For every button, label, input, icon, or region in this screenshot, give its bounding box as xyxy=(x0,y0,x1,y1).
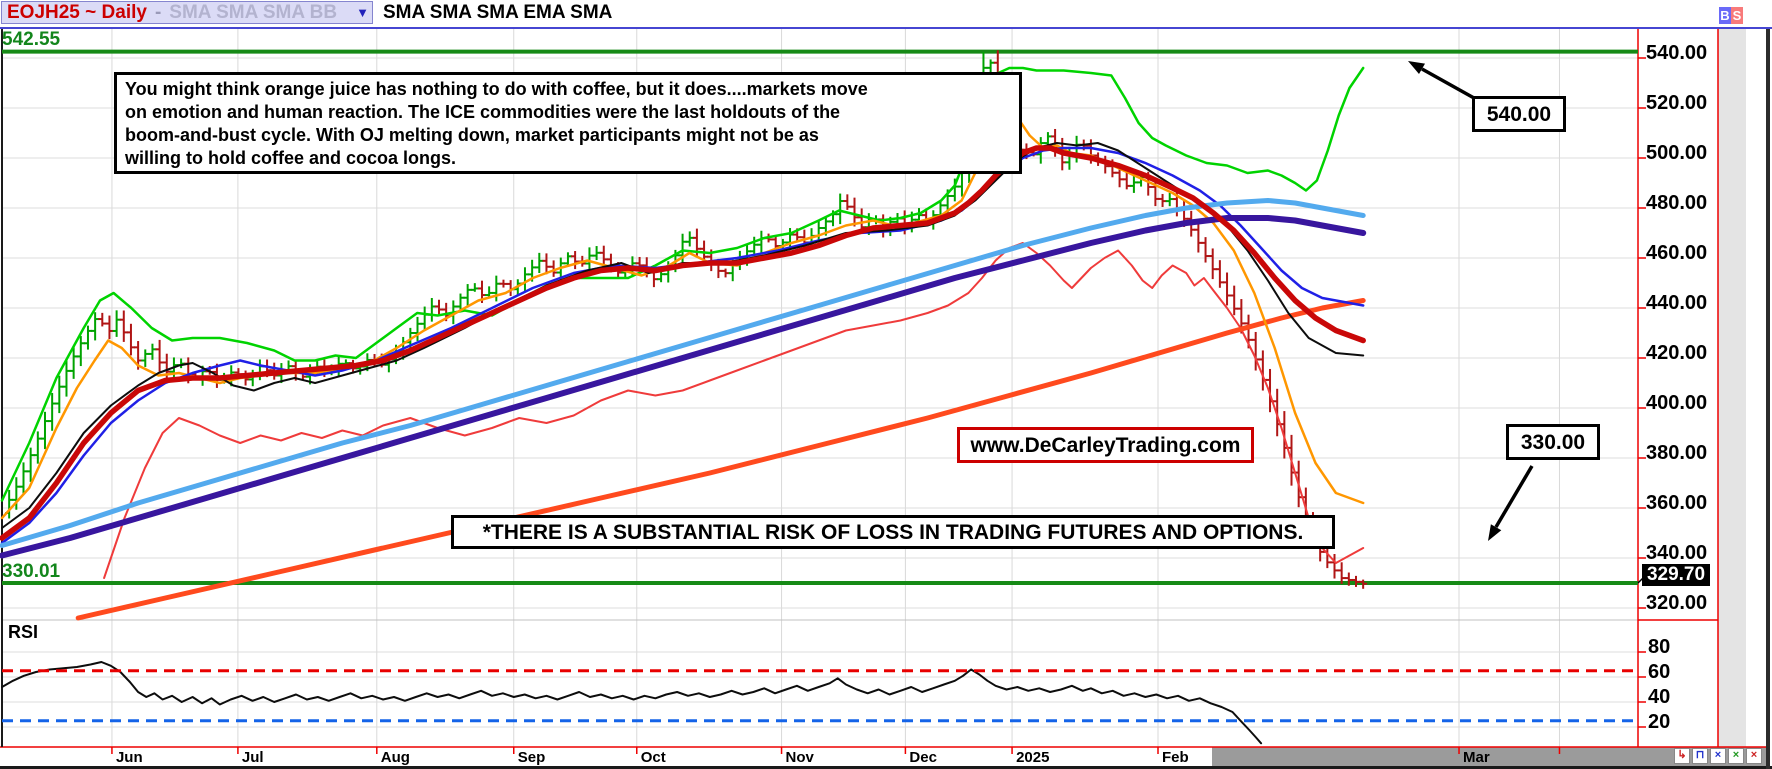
rsi-axis-label: 40 xyxy=(1648,686,1671,708)
support-arrow-head xyxy=(1488,524,1502,541)
price-axis-label: 340.00 xyxy=(1646,542,1708,564)
chart-header: EOJH25 ~ Daily - SMA SMA SMA BB ▼ SMA SM… xyxy=(0,0,1772,29)
price-axis-label: 360.00 xyxy=(1646,492,1708,514)
upper-level-price-label: 542.55 xyxy=(2,29,61,50)
symbol-indicator-dropdown[interactable]: EOJH25 ~ Daily - SMA SMA SMA BB ▼ xyxy=(1,1,373,24)
active-studies-label: SMA SMA SMA EMA SMA xyxy=(383,2,613,23)
support-callout: 330.00 xyxy=(1506,424,1600,460)
price-axis-label: 500.00 xyxy=(1646,142,1708,164)
risk-disclaimer: *THERE IS A SUBSTANTIAL RISK OF LOSS IN … xyxy=(451,515,1335,549)
month-axis-label: 2025 xyxy=(1016,749,1050,766)
month-axis-label: Nov xyxy=(785,749,814,766)
buy-button[interactable]: B xyxy=(1719,7,1731,24)
note-text-line: willing to hold coffee and cocoa longs. xyxy=(125,148,457,168)
chevron-down-icon[interactable]: ▼ xyxy=(356,5,369,20)
price-axis-label: 420.00 xyxy=(1646,342,1708,364)
month-axis-label: Jul xyxy=(241,749,264,766)
vertical-scrollbar[interactable] xyxy=(1718,28,1746,747)
lower-level-price-label: 330.01 xyxy=(2,561,61,582)
commentary-note-box: You might think orange juice has nothing… xyxy=(114,72,1022,174)
chart-toolbar: ↳ ⊓ × × × xyxy=(1674,748,1762,764)
rsi-axis-label: 20 xyxy=(1648,711,1671,733)
sma-red-thick-line xyxy=(0,145,1366,541)
bollinger-lower-line xyxy=(103,242,1365,579)
symbol-title: EOJH25 ~ Daily xyxy=(7,1,147,23)
resistance-callout: 540.00 xyxy=(1472,96,1566,132)
rsi-axis-label: 60 xyxy=(1648,661,1671,683)
price-axis-label: 540.00 xyxy=(1646,42,1708,64)
window-right-edge xyxy=(1766,0,1770,769)
resistance-arrow-head xyxy=(1408,61,1425,74)
month-axis-label: Jun xyxy=(115,749,143,766)
resistance-arrow-shaft xyxy=(1421,67,1475,100)
sma-black-line xyxy=(1,142,1365,529)
support-arrow-shaft xyxy=(1494,465,1534,528)
price-axis-label: 460.00 xyxy=(1646,242,1708,264)
price-axis-label: 440.00 xyxy=(1646,292,1708,314)
note-text-line: boom-and-bust cycle. With OJ melting dow… xyxy=(125,125,819,145)
month-axis-label: Oct xyxy=(640,749,666,766)
title-separator: - xyxy=(154,1,162,23)
rsi-line xyxy=(1,661,1263,745)
step-line-icon[interactable]: ⊓ xyxy=(1692,748,1708,764)
website-label: www.DeCarleyTrading.com xyxy=(957,427,1254,463)
horizontal-scrollbar-thumb[interactable] xyxy=(1212,747,1766,766)
line-style-blue-icon[interactable]: × xyxy=(1710,748,1726,764)
month-axis-label: Mar xyxy=(1463,749,1490,766)
month-axis-label: Sep xyxy=(517,749,546,766)
last-price-tag: 329.70 xyxy=(1642,564,1710,586)
rsi-axis-label: 80 xyxy=(1648,636,1671,658)
draw-arrow-icon[interactable]: ↳ xyxy=(1674,748,1690,764)
note-text-line: You might think orange juice has nothing… xyxy=(125,79,868,99)
sma-skyblue-line xyxy=(0,198,1366,548)
sell-button[interactable]: S xyxy=(1731,7,1743,24)
rsi-pane-title: RSI xyxy=(8,622,39,642)
sma-200-orangered-line xyxy=(75,298,1366,621)
window-bottom-edge xyxy=(0,766,1772,769)
line-style-red-icon[interactable]: × xyxy=(1746,748,1762,764)
price-axis-label: 480.00 xyxy=(1646,192,1708,214)
month-axis-label: Feb xyxy=(1161,749,1189,766)
price-axis-label: 380.00 xyxy=(1646,442,1708,464)
price-axis-label: 520.00 xyxy=(1646,92,1708,114)
line-style-green-icon[interactable]: × xyxy=(1728,748,1744,764)
month-axis-label: Aug xyxy=(380,749,410,766)
price-axis-label: 400.00 xyxy=(1646,392,1708,414)
sma-navy-line xyxy=(0,215,1367,559)
price-axis-label: 320.00 xyxy=(1646,592,1708,614)
sma-blue-line xyxy=(0,146,1365,545)
indicator-selector-text: SMA SMA SMA BB xyxy=(169,1,338,23)
bollinger-upper-line xyxy=(0,66,1365,502)
note-text-line: on emotion and human reaction. The ICE c… xyxy=(125,102,841,122)
month-axis-label: Dec xyxy=(909,749,937,766)
